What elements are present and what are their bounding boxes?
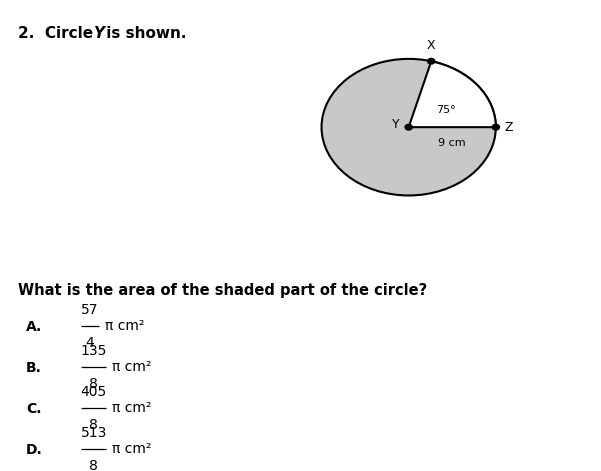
Text: 513: 513 (81, 426, 107, 440)
Circle shape (428, 58, 435, 64)
Text: What is the area of the shaded part of the circle?: What is the area of the shaded part of t… (18, 283, 427, 298)
Text: π cm²: π cm² (112, 401, 152, 415)
Text: is shown.: is shown. (101, 26, 186, 41)
Text: 2.  Circle: 2. Circle (18, 26, 99, 41)
Text: π cm²: π cm² (105, 319, 145, 333)
Text: 8: 8 (90, 418, 98, 432)
Text: 8: 8 (90, 459, 98, 471)
Text: 405: 405 (81, 385, 107, 399)
Text: Z: Z (504, 121, 513, 134)
Text: 57: 57 (81, 303, 99, 317)
Text: D.: D. (25, 443, 42, 457)
Text: X: X (427, 39, 436, 52)
Text: C.: C. (26, 402, 42, 416)
Text: 75°: 75° (436, 105, 456, 115)
Text: A.: A. (26, 320, 42, 334)
Circle shape (322, 59, 496, 195)
Text: Y: Y (392, 118, 400, 131)
Text: 9 cm: 9 cm (439, 138, 466, 147)
Circle shape (405, 124, 412, 130)
Text: 4: 4 (86, 336, 94, 350)
Text: π cm²: π cm² (112, 442, 152, 456)
Text: B.: B. (26, 361, 42, 375)
Text: Y: Y (93, 26, 104, 41)
Circle shape (492, 124, 499, 130)
Wedge shape (409, 61, 496, 127)
Text: π cm²: π cm² (112, 360, 152, 374)
Text: 8: 8 (90, 377, 98, 391)
Text: 135: 135 (81, 344, 107, 358)
